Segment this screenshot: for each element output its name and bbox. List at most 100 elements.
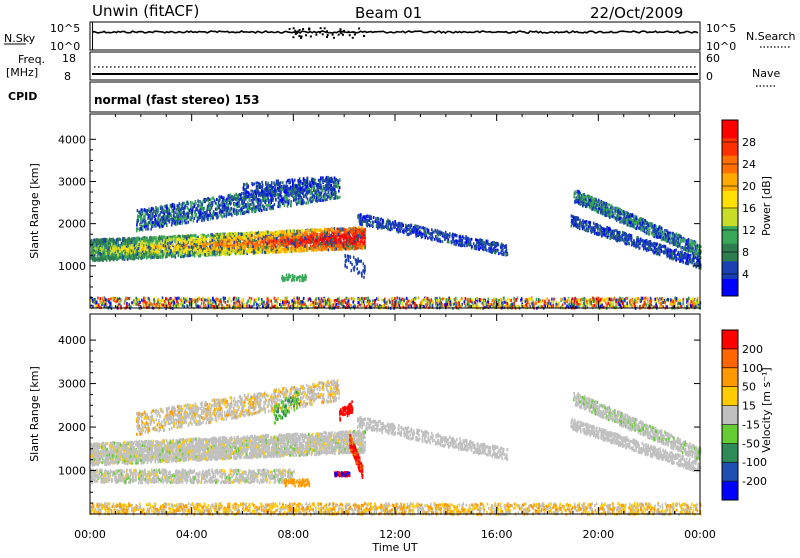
- power-cell: [162, 225, 164, 228]
- power-cell: [254, 232, 256, 235]
- power-cell: [298, 236, 300, 239]
- power-cell: [150, 238, 152, 241]
- power-cell: [301, 237, 303, 240]
- power-cell: [156, 214, 158, 217]
- power-cell: [124, 256, 126, 259]
- power-cell: [165, 247, 167, 250]
- power-cell: [234, 241, 236, 244]
- power-cell: [246, 210, 248, 213]
- power-cell: [215, 254, 217, 257]
- power-cell: [127, 255, 129, 258]
- nsky-dot: [339, 28, 341, 30]
- power-cell: [302, 240, 304, 243]
- power-cell: [225, 242, 227, 245]
- power-cell: [328, 228, 330, 231]
- power-cell: [146, 256, 148, 259]
- power-cell: [318, 229, 320, 232]
- power-cell: [324, 235, 326, 238]
- power-cell: [166, 239, 168, 242]
- power-cell: [232, 235, 234, 238]
- power-cell: [265, 246, 267, 249]
- power-cell: [161, 250, 163, 253]
- power-cell: [98, 249, 100, 252]
- power-cell: [106, 242, 108, 245]
- power-cell: [110, 238, 112, 241]
- power-cell: [122, 256, 124, 259]
- power-cell: [190, 218, 192, 221]
- nsky-dot: [289, 28, 291, 30]
- power-cell: [191, 246, 193, 249]
- power-cell: [175, 211, 177, 214]
- power-cell: [251, 248, 253, 251]
- power-cell: [286, 243, 288, 246]
- power-cell: [207, 214, 209, 217]
- power-cell: [304, 245, 306, 248]
- power-cell: [121, 247, 123, 250]
- power-cell: [343, 243, 345, 246]
- power-cell: [259, 233, 261, 236]
- power-cell: [321, 240, 323, 243]
- power-cell: [186, 250, 188, 253]
- power-cell: [160, 237, 162, 240]
- nsky-dot: [315, 34, 317, 36]
- power-cell: [328, 233, 330, 236]
- power-cell: [340, 237, 342, 240]
- nsky-dot: [300, 37, 302, 39]
- power-cell: [324, 228, 326, 231]
- power-cell: [218, 236, 220, 239]
- power-cell: [194, 240, 196, 243]
- power-cell: [328, 248, 330, 251]
- power-cell: [321, 246, 323, 249]
- power-cell: [135, 239, 137, 242]
- power-cell: [149, 254, 151, 257]
- power-cell: [309, 229, 311, 232]
- power-cell: [149, 210, 151, 213]
- power-cell: [248, 203, 250, 206]
- nsearch-label: N.Search: [746, 30, 796, 43]
- power-cell: [187, 240, 189, 243]
- power-cell: [297, 241, 299, 244]
- power-cell: [334, 176, 336, 179]
- power-cell: [212, 251, 214, 254]
- nsky-dot: [363, 35, 365, 37]
- nsky-dot: [310, 35, 312, 37]
- power-cell: [127, 250, 129, 253]
- power-cell: [235, 237, 237, 240]
- power-cell: [145, 247, 147, 250]
- power-cell: [198, 242, 200, 245]
- power-cell: [151, 240, 153, 243]
- power-cell: [104, 240, 106, 243]
- power-cell: [154, 245, 156, 248]
- power-cell: [251, 234, 253, 237]
- power-cell: [283, 238, 285, 241]
- power-cell: [267, 249, 269, 252]
- power-cell: [185, 254, 187, 257]
- power-cell: [325, 243, 327, 246]
- power-cell: [194, 255, 196, 258]
- power-cell: [279, 251, 281, 254]
- power-cell: [333, 185, 335, 188]
- power-cell: [123, 242, 125, 245]
- power-cell: [208, 243, 210, 246]
- date-title: 22/Oct/2009: [590, 4, 683, 22]
- power-cell: [267, 242, 269, 245]
- power-cell: [336, 240, 338, 243]
- power-cell: [227, 242, 229, 245]
- power-cell: [282, 244, 284, 247]
- power-cell: [243, 205, 245, 208]
- power-cell: [215, 248, 217, 251]
- nsky-dot: [326, 36, 328, 38]
- power-cell: [204, 207, 206, 210]
- power-cell: [272, 243, 274, 246]
- power-cell: [141, 208, 143, 211]
- power-cell: [194, 234, 196, 237]
- nsky-dot: [292, 36, 294, 38]
- power-cell: [176, 204, 178, 207]
- power-cell: [130, 246, 132, 249]
- power-cell: [211, 246, 213, 249]
- power-cell: [286, 233, 288, 236]
- power-cell: [178, 254, 180, 257]
- power-cell: [101, 241, 103, 244]
- power-cell: [230, 239, 232, 242]
- power-cell: [183, 255, 185, 258]
